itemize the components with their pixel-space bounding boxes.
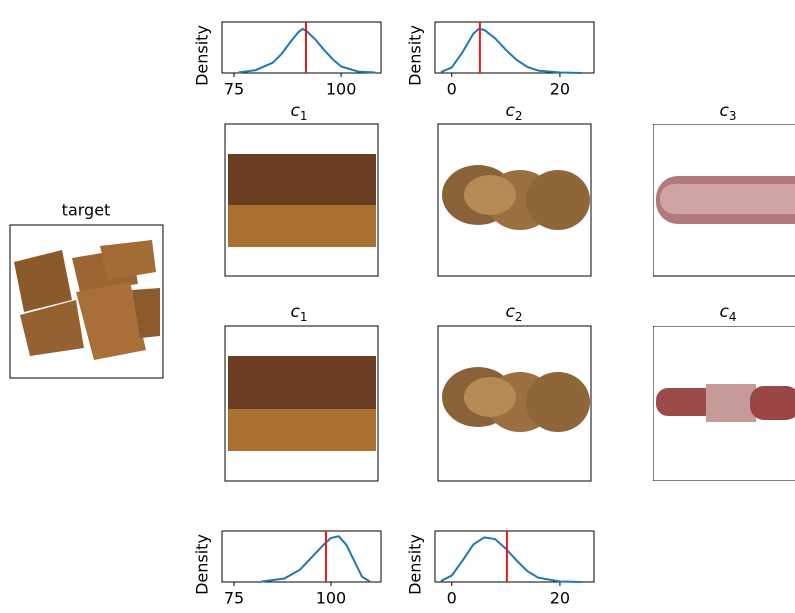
density-curve (440, 27, 582, 74)
plot-frame (434, 21, 595, 74)
candidate-image (653, 124, 795, 277)
x-tick-label: 100 (316, 589, 347, 608)
x-tick-label: 75 (224, 80, 244, 99)
candidate-label: c2 (506, 101, 523, 123)
plot-frame (434, 530, 595, 583)
density-curve (261, 535, 371, 583)
plot-frame (221, 530, 382, 583)
plot-frame (221, 21, 382, 74)
candidate-label: c2 (506, 302, 523, 324)
candidate-label: c1 (291, 101, 308, 123)
x-tick-label: 0 (447, 80, 457, 99)
x-tick-label: 75 (224, 589, 244, 608)
y-axis-label: Density (193, 534, 212, 595)
candidate-image (224, 325, 379, 482)
target-label: target (62, 201, 111, 220)
density-curve (238, 27, 376, 74)
y-axis-label: Density (406, 534, 425, 595)
candidate-image (437, 123, 592, 277)
x-tick-label: 20 (550, 80, 570, 99)
candidate-label: c3 (720, 101, 737, 123)
y-axis-label: Density (406, 25, 425, 86)
candidate-label: c4 (720, 302, 737, 324)
target-image (9, 224, 164, 379)
candidate-image (437, 325, 592, 482)
candidate-label: c1 (291, 302, 308, 324)
y-axis-label: Density (193, 25, 212, 86)
density-curve (440, 536, 582, 583)
candidate-image (653, 326, 795, 481)
candidate-image (224, 123, 379, 277)
x-tick-label: 20 (550, 589, 570, 608)
x-tick-label: 100 (326, 80, 357, 99)
x-tick-label: 0 (447, 589, 457, 608)
